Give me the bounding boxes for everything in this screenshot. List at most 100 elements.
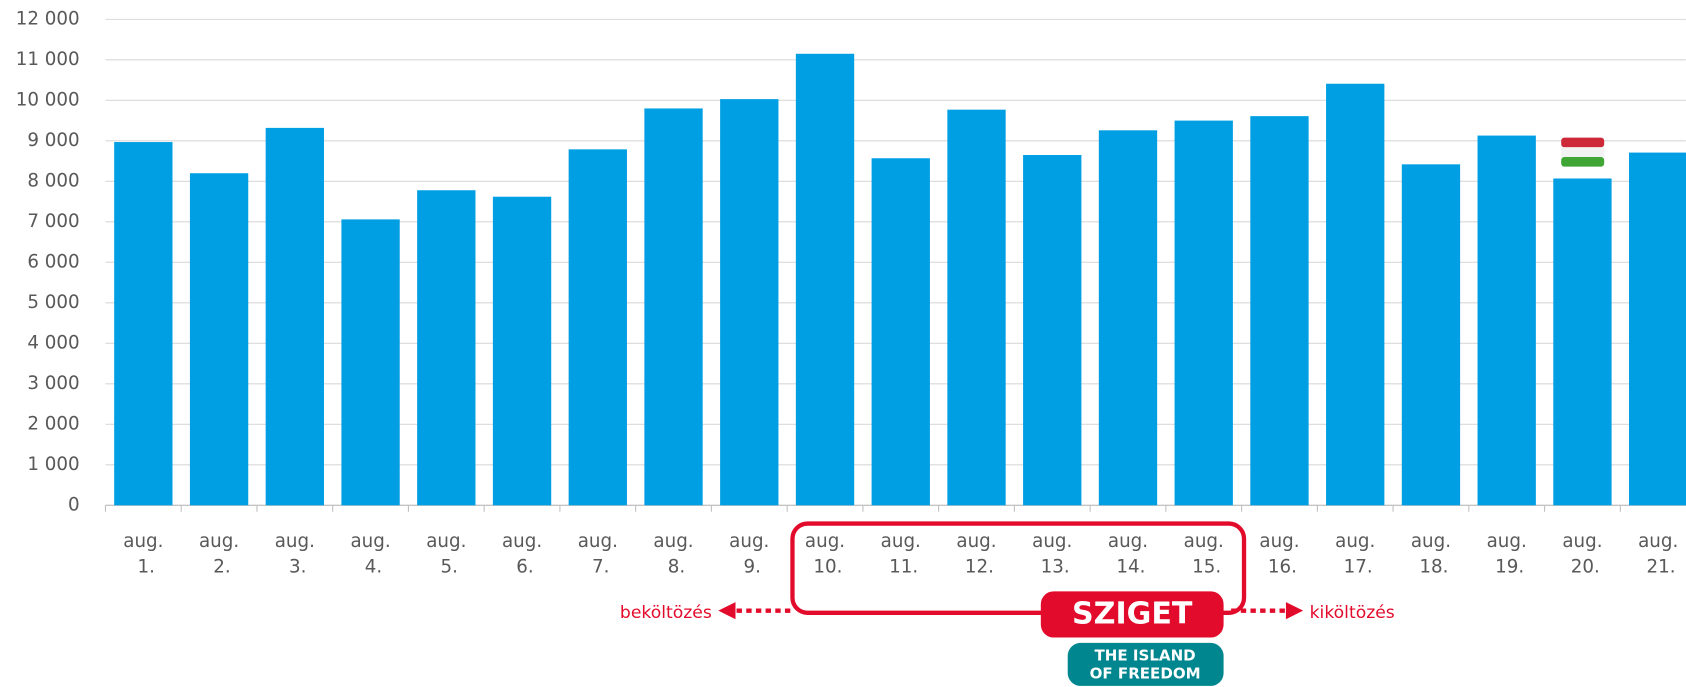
x-tick-label: aug. 5. [426, 531, 466, 578]
logo-text: SZIGET [1072, 596, 1193, 631]
tick-line: aug. [956, 531, 996, 552]
x-tick-label: aug. 4. [350, 531, 390, 578]
tick-line: aug. [1259, 531, 1299, 552]
y-tick-label: 10 000 [16, 89, 80, 110]
arrow-head [1285, 602, 1304, 620]
tick-line: 18. [1414, 557, 1449, 578]
bar [1098, 130, 1158, 506]
y-tick-label: 2 000 [27, 413, 79, 434]
x-tick-label: aug. 1. [123, 531, 163, 578]
bar [1174, 120, 1233, 506]
y-tick-label: 11 000 [16, 49, 80, 70]
y-tick-label: 8 000 [27, 170, 79, 191]
x-tick-label: aug. 12. [956, 531, 996, 578]
tick-line: 1. [132, 557, 155, 578]
tick-line: 21. [1641, 557, 1676, 578]
tick-line: 11. [883, 557, 918, 578]
x-tick-label: aug. 2. [199, 531, 239, 578]
tick-line: aug. [199, 531, 239, 552]
bar [795, 53, 855, 506]
x-tick-label: aug. 13. [1032, 531, 1072, 578]
bar [644, 108, 703, 506]
tick-line: 12. [959, 557, 994, 578]
tick-line: aug. [1411, 531, 1451, 552]
bar [871, 158, 930, 506]
bar [1629, 152, 1686, 506]
tick-line: aug. [123, 531, 163, 552]
y-tick-label: 4 000 [27, 332, 79, 353]
arrow-head [718, 602, 736, 620]
y-tick-label: 1 000 [27, 454, 79, 475]
logo-box [1040, 591, 1224, 638]
bar [568, 149, 627, 506]
bar [1553, 178, 1612, 506]
x-tick-label: aug. 17. [1335, 531, 1375, 578]
bar [492, 196, 552, 506]
logo-sub: THE ISLAND [1095, 646, 1196, 664]
tick-line: 2. [207, 557, 230, 578]
x-tick-label: aug. 16. [1259, 531, 1299, 578]
highlight-box [790, 521, 1247, 615]
bar [720, 99, 779, 506]
logo-sub-box [1067, 642, 1224, 686]
y-tick-label: 5 000 [27, 292, 79, 313]
tick-line: 14. [1111, 557, 1146, 578]
x-tick-label: aug. 20. [1562, 531, 1602, 578]
tick-line: 10. [808, 557, 843, 578]
y-tick-label: 3 000 [27, 373, 79, 394]
tick-line: 15. [1186, 557, 1221, 578]
bar [1023, 155, 1082, 506]
bar [947, 109, 1006, 506]
bar [341, 219, 400, 506]
tick-line: 19. [1489, 557, 1524, 578]
flag-green [1561, 156, 1605, 167]
tick-line: aug. [881, 531, 921, 552]
tick-line: aug. [426, 531, 466, 552]
bar [1401, 164, 1461, 506]
tick-line: 3. [283, 557, 306, 578]
x-tick-label: aug. 9. [729, 531, 769, 578]
bar [114, 142, 173, 506]
tick-line: 9. [738, 557, 761, 578]
x-tick-label: aug. 15. [1184, 531, 1224, 578]
tick-line: aug. [1562, 531, 1602, 552]
tick-line: 7. [586, 557, 609, 578]
logo-sub: OF FREEDOM [1090, 665, 1201, 683]
bar [417, 190, 476, 506]
x-tick-label: aug. 8. [653, 531, 693, 578]
tick-line: 20. [1565, 557, 1600, 578]
bar [1477, 135, 1536, 506]
tick-line: 17. [1338, 557, 1373, 578]
x-tick-label: aug. 3. [275, 531, 315, 578]
tick-line: aug. [578, 531, 618, 552]
x-tick-label: aug. 7. [578, 531, 618, 578]
bar [1250, 116, 1309, 506]
tick-line: aug. [350, 531, 390, 552]
y-tick-label: 0 [68, 494, 80, 515]
x-tick-label: aug. 6. [502, 531, 542, 578]
tick-line: 13. [1035, 557, 1070, 578]
tick-line: aug. [1108, 531, 1148, 552]
tick-line: aug. [805, 531, 845, 552]
tick-line: 5. [435, 557, 458, 578]
tick-line: aug. [275, 531, 315, 552]
tick-line: aug. [653, 531, 693, 552]
tick-line: aug. [1487, 531, 1527, 552]
tick-line: 4. [359, 557, 382, 578]
bar [1326, 83, 1385, 506]
tick-line: aug. [729, 531, 769, 552]
y-tick-label: 6 000 [27, 251, 79, 272]
tick-line: 6. [510, 557, 533, 578]
x-tick-label: aug. 11. [881, 531, 921, 578]
tick-line: aug. [502, 531, 542, 552]
y-tick-label: 12 000 [16, 8, 80, 29]
x-tick-label: aug. 14. [1108, 531, 1148, 578]
tick-line: aug. [1032, 531, 1072, 552]
flag-white [1561, 147, 1605, 157]
bar [265, 127, 324, 506]
x-tick-label: aug. 19. [1487, 531, 1527, 578]
annotation: beköltözés [620, 603, 712, 623]
tick-line: aug. [1335, 531, 1375, 552]
y-tick-label: 7 000 [27, 211, 79, 232]
